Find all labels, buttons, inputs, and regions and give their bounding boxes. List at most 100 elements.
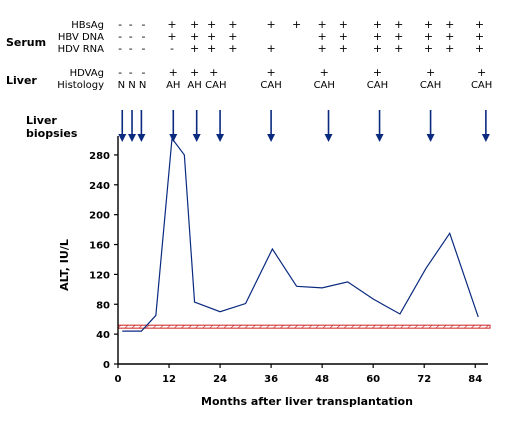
x-tick-label: 60 [366,374,380,385]
serum-mark: + [266,18,275,31]
liver-mark: N [128,80,135,91]
serum-mark: + [475,42,484,55]
serum-mark: + [424,42,433,55]
liver-mark: CAH [471,80,492,91]
liver-mark: N [139,80,146,91]
serum-row-label-hdv-rna: HDV RNA [58,44,104,55]
biopsy-section-label-line2: biopsies [26,127,78,140]
serum-mark: + [266,42,275,55]
biopsy-arrow-head [118,134,127,142]
serum-mark: - [170,42,174,55]
liver-mark: AH [166,80,180,91]
biopsy-arrow-head [426,134,435,142]
liver-mark: CAH [420,80,441,91]
serum-mark: + [190,18,199,31]
serum-mark: - [129,42,133,55]
serum-mark: - [142,18,146,31]
serum-mark: + [167,18,176,31]
serum-mark: + [445,30,454,43]
y-tick-label: 80 [96,300,110,311]
liver-mark: + [209,66,218,79]
serum-mark: - [118,30,122,43]
x-tick-label: 48 [315,374,329,385]
y-tick-label: 200 [89,211,110,222]
biopsy-arrow-head [267,134,276,142]
serum-mark: + [394,30,403,43]
x-tick-label: 12 [162,374,176,385]
biopsy-arrow-head [192,134,201,142]
serum-mark: + [207,30,216,43]
biopsy-section-label-line1: Liver [26,114,57,127]
liver-mark: CAH [367,80,388,91]
x-tick-label: 24 [213,374,227,385]
serum-mark: + [394,42,403,55]
serum-mark: + [373,18,382,31]
serum-mark: + [228,30,237,43]
biopsy-arrow-head [128,134,137,142]
serum-mark: + [292,18,301,31]
x-tick-label: 84 [468,374,482,385]
serum-mark: + [228,42,237,55]
normal-range-band [117,324,491,329]
serum-mark: + [318,42,327,55]
y-tick-label: 280 [89,151,110,162]
alt-series-line [122,136,479,332]
biopsy-arrow-head [169,134,178,142]
biopsy-arrow-head [137,134,146,142]
y-tick-label: 0 [103,360,110,371]
serum-marks: - - - + + + + + + + + + + + + +- - - + + + + + + + + + + +- - - - + + + + + +… [118,18,484,55]
y-tick-label: 120 [89,270,110,281]
serum-mark: + [228,18,237,31]
y-tick-label: 40 [96,330,110,341]
liver-mark: - [142,66,146,79]
biopsy-arrow-head [216,134,225,142]
serum-mark: - [129,30,133,43]
serum-mark: + [318,30,327,43]
y-tick-label: 240 [89,181,110,192]
liver-mark: + [373,66,382,79]
x-axis-label: Months after liver transplantation [201,395,413,408]
serum-mark: + [373,42,382,55]
liver-mark: + [426,66,435,79]
liver-mark: + [477,66,486,79]
serum-mark: - [142,30,146,43]
x-tick-label: 36 [264,374,278,385]
liver-marks: - - - + + + + + + + +N N N AH AH CAH CAH CAH CAH CAH CAH [118,66,493,91]
serum-mark: + [339,18,348,31]
serum-mark: + [318,18,327,31]
x-tick-label: 72 [417,374,431,385]
serum-mark: + [207,42,216,55]
liver-row-label-hdvag: HDVAg [70,68,104,79]
y-axis-ticks: 0 40 80 120 160 200 240 280 [89,151,118,371]
serum-mark: - [129,18,133,31]
serum-mark: + [394,18,403,31]
serum-mark: + [424,30,433,43]
liver-mark: CAH [260,80,281,91]
liver-mark: - [129,66,133,79]
serum-mark: + [167,30,176,43]
biopsy-arrow-head [481,134,490,142]
x-tick-label: 0 [115,374,122,385]
serum-mark: + [445,18,454,31]
biopsy-arrow-head [375,134,384,142]
serum-mark: + [190,30,199,43]
liver-mark: + [266,66,275,79]
liver-mark: + [320,66,329,79]
liver-mark: + [169,66,178,79]
x-axis-ticks: 0 12 24 36 48 60 72 84 [115,364,482,385]
liver-row-label-histology: Histology [57,80,104,91]
serum-mark: - [118,42,122,55]
liver-mark: N [118,80,125,91]
serum-row-label-hbv-dna: HBV DNA [58,32,104,43]
serum-mark: + [190,42,199,55]
serum-mark: + [339,42,348,55]
y-axis-label: ALT, IU/L [58,239,71,291]
serum-mark: - [118,18,122,31]
serum-section-label: Serum [6,36,46,49]
serum-mark: - [142,42,146,55]
liver-mark: AH [187,80,201,91]
liver-mark: CAH [314,80,335,91]
serum-mark: + [475,18,484,31]
liver-mark: - [118,66,122,79]
serum-mark: + [424,18,433,31]
